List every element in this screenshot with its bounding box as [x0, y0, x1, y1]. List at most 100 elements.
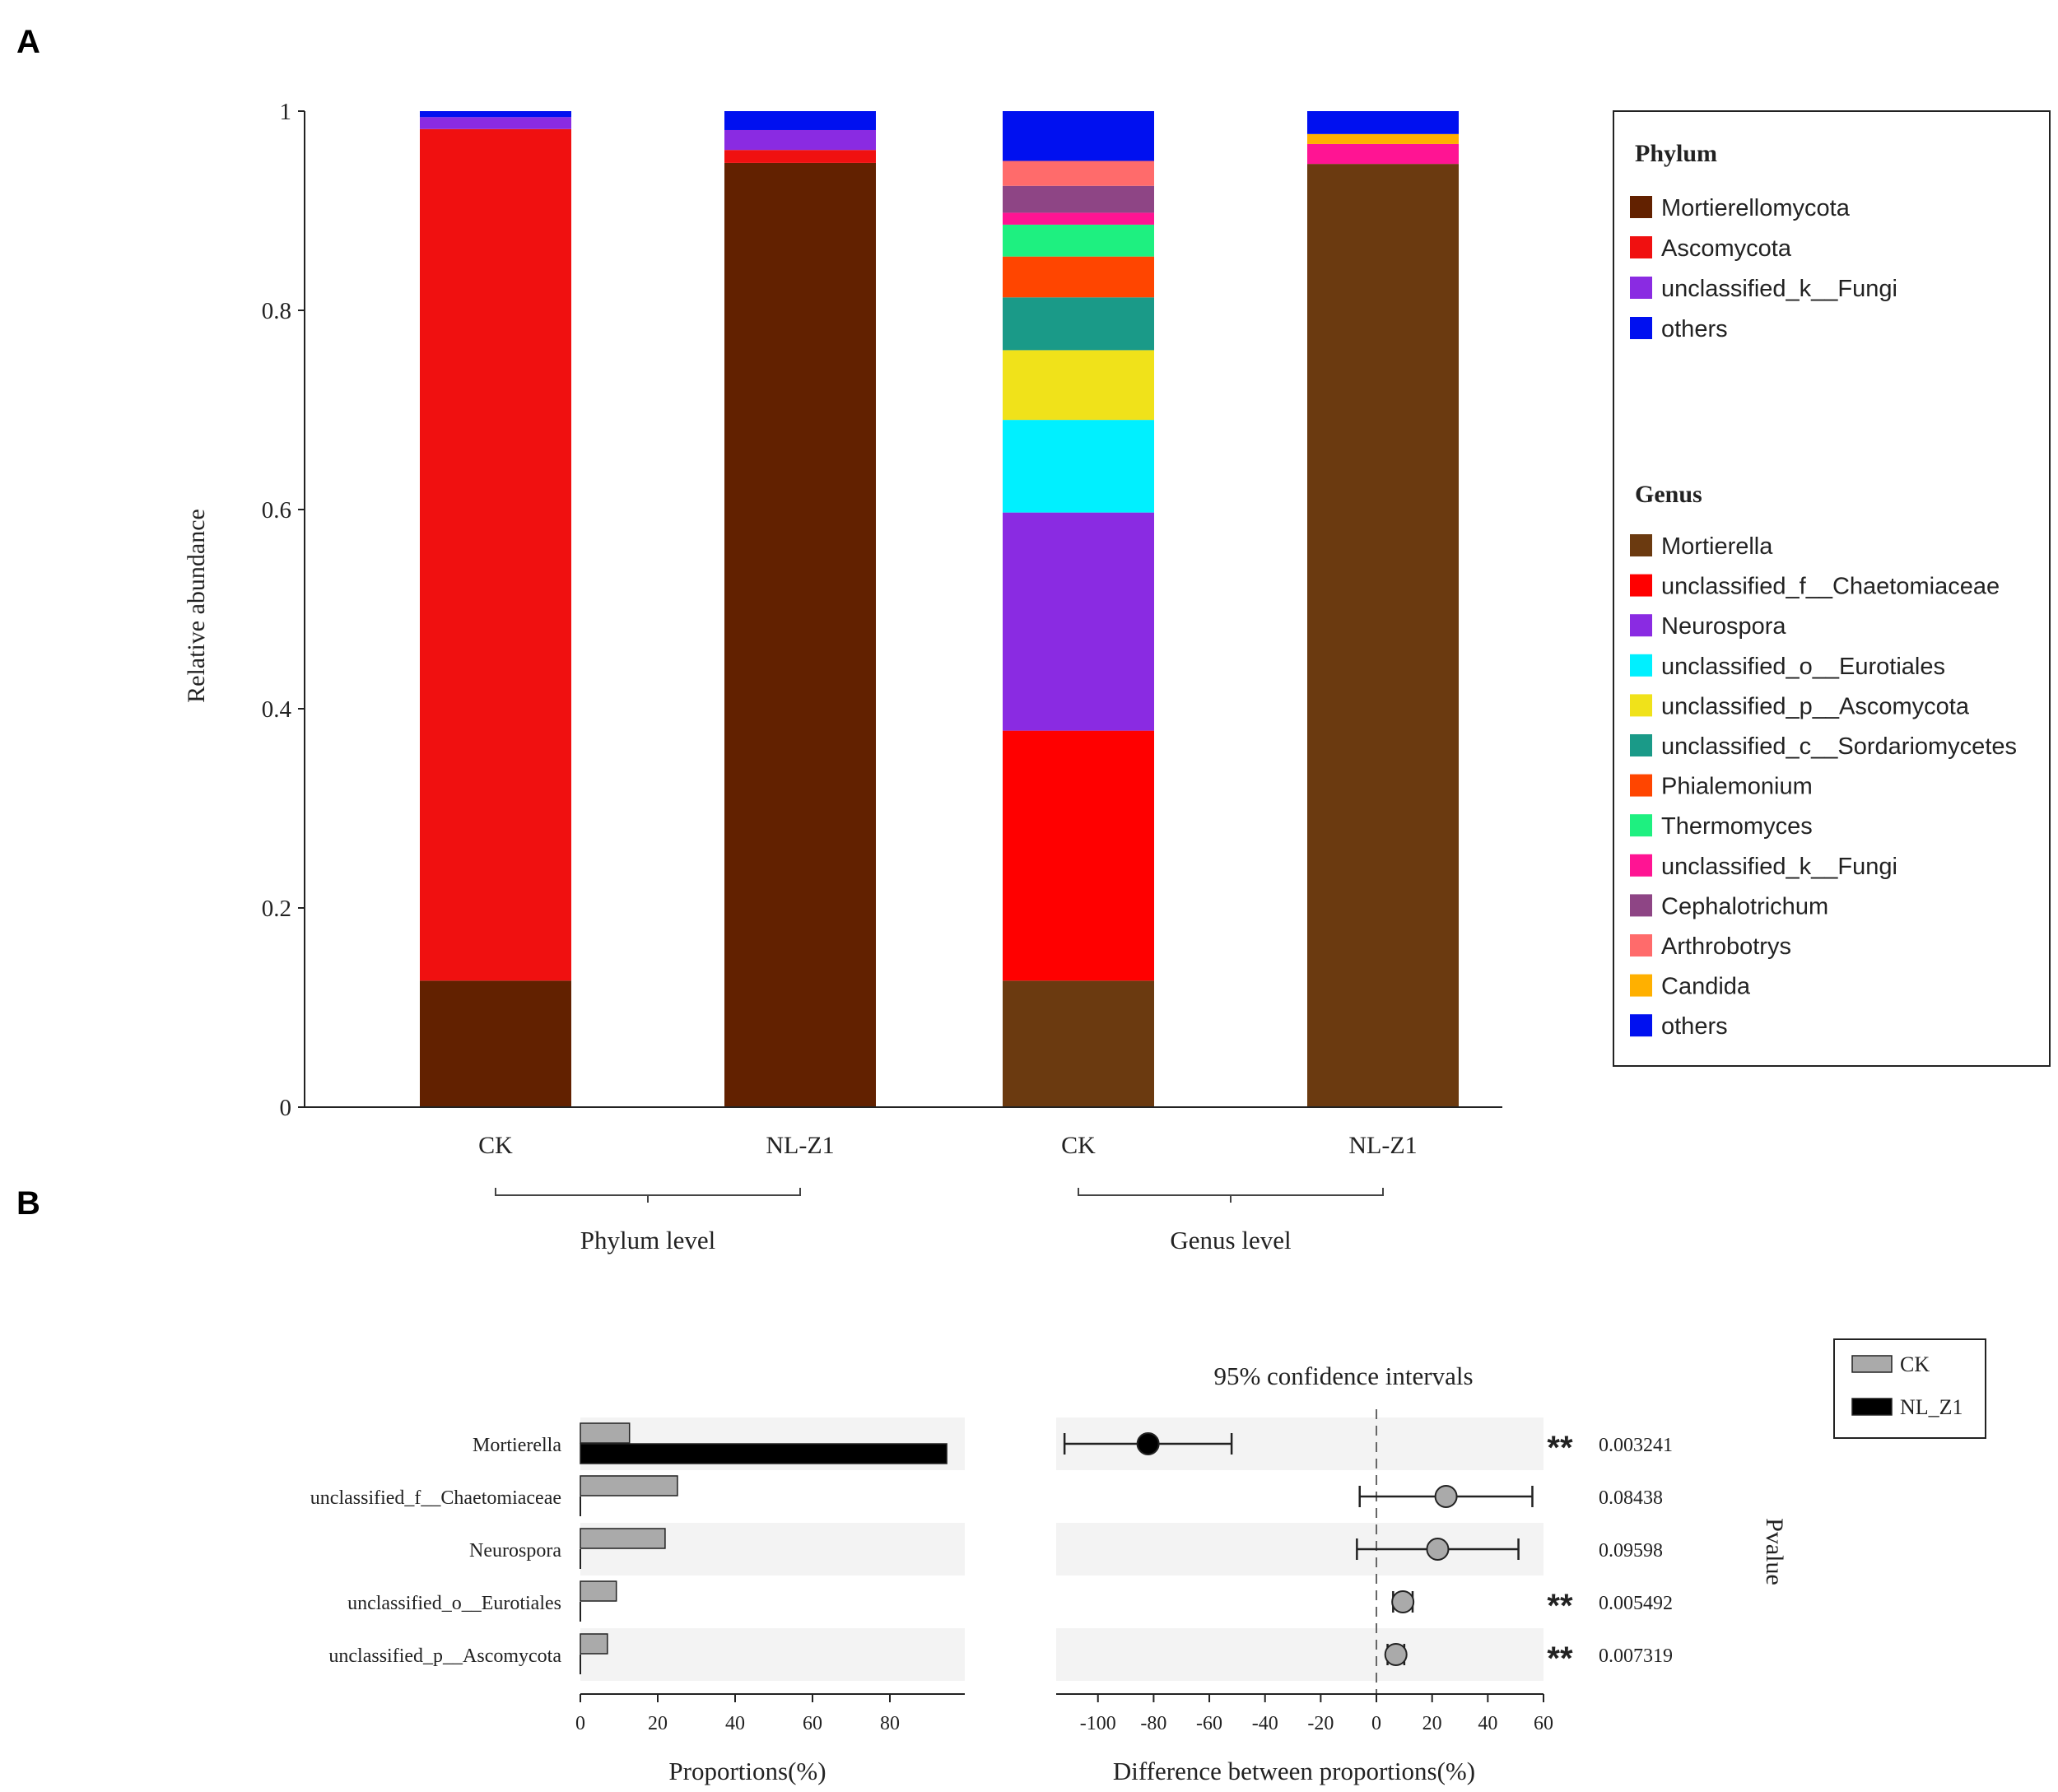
estimate-point — [1434, 1485, 1458, 1508]
group-bracket — [1078, 1188, 1384, 1203]
legend-swatch — [1630, 774, 1652, 797]
ci-legend: CK NL_Z1 — [1833, 1338, 1986, 1439]
bar-segment — [1307, 133, 1459, 144]
row-shade — [1056, 1628, 1544, 1681]
estimate-point — [1391, 1590, 1415, 1613]
proportion-bar — [580, 1443, 948, 1464]
difference-tick-label: 0 — [1371, 1713, 1381, 1734]
group-bracket — [495, 1188, 801, 1203]
legend-label: Arthrobotrys — [1661, 933, 1791, 960]
legend-label: unclassified_c__Sordariomycetes — [1661, 733, 2017, 760]
panel-a-label: A — [16, 24, 40, 60]
legend-label: unclassified_p__Ascomycota — [1661, 693, 1970, 719]
legend-phylum-items: Mortierellomycota Ascomycota unclassified_… — [1630, 195, 1897, 342]
pvalue-axis-label: Pvalue — [1761, 1518, 1788, 1585]
legend-swatch — [1630, 854, 1652, 877]
bar-segment — [420, 117, 571, 129]
proportions-tick-label: 0 — [575, 1713, 585, 1734]
pvalue-text: 0.007319 — [1599, 1645, 1673, 1667]
taxon-label: unclassified_f__Chaetomiaceae — [310, 1487, 561, 1509]
y-tick-label: 1 — [280, 99, 292, 125]
legend-swatch — [1630, 614, 1652, 637]
x-tick-label: NL-Z1 — [1348, 1132, 1417, 1159]
legend-label: unclassified_o__Eurotiales — [1661, 654, 1945, 680]
bar-segment — [420, 980, 571, 1107]
significance-marker: ** — [1547, 1430, 1573, 1466]
difference-tick-label: -20 — [1307, 1713, 1334, 1734]
estimate-point — [1426, 1538, 1450, 1561]
proportion-bar — [580, 1475, 678, 1496]
legend-label: unclassified_k__Fungi — [1661, 276, 1897, 302]
row-shade — [580, 1628, 965, 1681]
difference-points — [1063, 1432, 1534, 1666]
legend-swatch — [1630, 277, 1652, 299]
legend: Phylum Mortierellomycota Ascomycota unclas… — [1613, 110, 2051, 1067]
legend-label: Mortierellomycota — [1661, 195, 1851, 221]
estimate-point — [1136, 1432, 1160, 1455]
proportions-tick-label: 40 — [725, 1713, 745, 1734]
legend-title-genus: Genus — [1635, 481, 1702, 508]
pvalue-text: 0.09598 — [1599, 1540, 1663, 1562]
legend-swatch — [1630, 694, 1652, 717]
bar-segment — [1003, 297, 1154, 351]
ci-legend-label: NL_Z1 — [1900, 1395, 1963, 1419]
legend-swatch — [1630, 974, 1652, 997]
difference-tick-label: -40 — [1252, 1713, 1278, 1734]
legend-swatch — [1630, 654, 1652, 677]
legend-label: Cephalotrichum — [1661, 893, 1828, 919]
extended-error-bar-plot: 95% confidence intervals Mortierella uncl… — [310, 1338, 1986, 1785]
bar-segment — [1003, 980, 1154, 1107]
x-tick-label: NL-Z1 — [766, 1132, 834, 1159]
legend-box — [1613, 110, 2051, 1067]
legend-swatch — [1630, 814, 1652, 837]
ci-title: 95% confidence intervals — [1213, 1361, 1473, 1390]
bar-segment — [1307, 143, 1459, 165]
estimate-point — [1384, 1643, 1408, 1666]
proportion-bar — [580, 1633, 608, 1655]
legend-label: Mortierella — [1661, 533, 1773, 560]
bar-segment — [724, 129, 876, 151]
group-label: Phylum level — [580, 1226, 715, 1254]
taxon-label: Mortierella — [473, 1435, 561, 1456]
legend-swatch — [1630, 236, 1652, 258]
legend-swatch — [1630, 734, 1652, 756]
x-axis: CK NL-Z1 CK NL-Z1 — [305, 1106, 1502, 1159]
ci-legend-swatch — [1851, 1398, 1893, 1416]
legend-swatch — [1630, 574, 1652, 597]
stacked-bar-chart: Relative abundance 0 0.2 0.4 0.6 0.8 1 CK NL-Z… — [183, 99, 1502, 1254]
x-tick-label: CK — [478, 1132, 513, 1159]
y-tick-label: 0.8 — [262, 298, 291, 324]
pvalue-text: 0.08438 — [1599, 1487, 1663, 1509]
legend-label: Neurospora — [1661, 613, 1786, 640]
bar-segment — [420, 111, 571, 118]
legend-label: Phialemonium — [1661, 774, 1813, 800]
legend-label: others — [1661, 1013, 1728, 1040]
difference-tick-label: -100 — [1080, 1713, 1116, 1734]
bar-segment — [724, 111, 876, 130]
bars — [420, 111, 1459, 1107]
legend-label: Candida — [1661, 974, 1751, 1000]
group-brackets: Phylum level Genus level — [495, 1188, 1384, 1254]
taxon-label: unclassified_p__Ascomycota — [328, 1645, 561, 1667]
pvalue-text: 0.003241 — [1599, 1435, 1673, 1456]
ci-legend-swatch — [1851, 1355, 1893, 1373]
bar-segment — [1003, 185, 1154, 213]
difference-tick-label: 40 — [1478, 1713, 1497, 1734]
bar-segment — [1003, 420, 1154, 513]
y-tick-label: 0 — [280, 1095, 292, 1121]
proportions-tick-label: 60 — [803, 1713, 822, 1734]
legend-swatch — [1630, 196, 1652, 218]
taxon-labels: Mortierella unclassified_f__Chaetomiaceae… — [310, 1435, 562, 1667]
proportions-tick-label: 80 — [880, 1713, 900, 1734]
difference-tick-label: -80 — [1140, 1713, 1166, 1734]
bar-segment — [1003, 161, 1154, 186]
bar-segment — [1003, 212, 1154, 225]
panel-b-label: B — [16, 1185, 40, 1222]
difference-tick-label: 60 — [1534, 1713, 1553, 1734]
legend-label: Thermomyces — [1661, 813, 1813, 840]
legend-label: Ascomycota — [1661, 235, 1792, 262]
legend-label: others — [1661, 316, 1728, 342]
x-tick-label: CK — [1061, 1132, 1096, 1159]
legend-swatch — [1630, 1014, 1652, 1037]
